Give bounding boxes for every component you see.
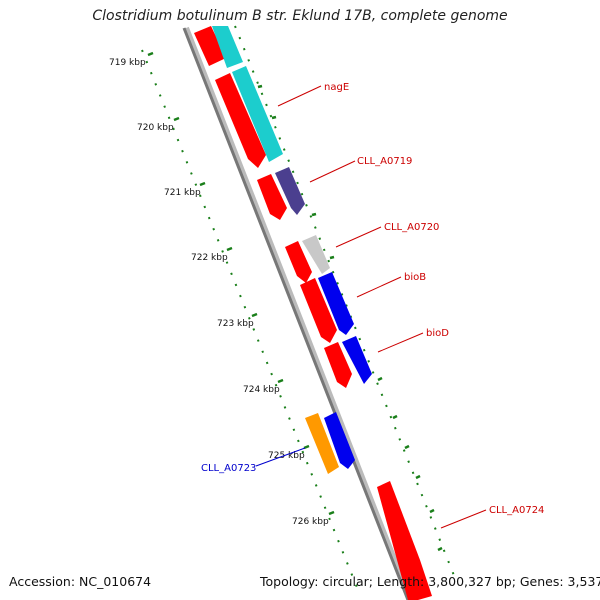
gene-label-nagE[interactable]: nagE (324, 82, 349, 93)
outer-track-dashes (257, 84, 443, 552)
tick-label-719: 719 kbp (109, 58, 146, 68)
inner-feature-track (305, 412, 355, 474)
accession-text: Accession: NC_010674 (9, 574, 152, 589)
tick-label-721: 721 kbp (164, 188, 201, 198)
tick-label-722: 722 kbp (191, 253, 228, 263)
leader-CLL_A0723 (255, 447, 306, 467)
leader-CLL_A0720 (335, 226, 382, 248)
leader-nagE (277, 85, 322, 107)
gene-label-CLL_A0720[interactable]: CLL_A0720 (384, 222, 439, 233)
cds-arrow[interactable] (194, 26, 226, 66)
gene-label-bioB[interactable]: bioB (404, 272, 426, 283)
tick-label-724: 724 kbp (243, 385, 280, 395)
gene-label-bioD[interactable]: bioD (426, 328, 449, 339)
cds-arrow[interactable] (285, 241, 312, 283)
genome-title: Clostridium botulinum B str. Eklund 17B,… (92, 8, 508, 24)
tick-label-726: 726 kbp (292, 517, 329, 527)
feature-blue-2[interactable] (342, 336, 372, 384)
feature-blue-1[interactable] (318, 272, 354, 335)
backbone-line (182, 27, 410, 600)
tick-label-720: 720 kbp (137, 123, 174, 133)
outer-dotted-track (234, 25, 456, 579)
cds-arrow[interactable] (257, 174, 287, 220)
feature-blue-3[interactable] (324, 412, 355, 469)
gene-label-CLL_A0723[interactable]: CLL_A0723 (201, 463, 256, 474)
leader-bioD (377, 332, 424, 353)
cds-arrow[interactable] (300, 278, 337, 343)
tick-label-725: 725 kbp (268, 451, 305, 461)
topology-text: Topology: circular; Length: 3,800,327 bp… (260, 574, 600, 589)
cds-arrow[interactable] (215, 73, 266, 168)
tick-label-723: 723 kbp (217, 319, 254, 329)
cds-arrow[interactable] (324, 342, 352, 388)
cds-arrow[interactable] (377, 481, 432, 600)
feature-orange[interactable] (305, 413, 339, 474)
feature-teal-2[interactable] (232, 66, 283, 162)
gene-label-CLL_A0719[interactable]: CLL_A0719 (357, 156, 412, 167)
feature-track (212, 26, 372, 384)
cds-track (194, 26, 432, 600)
feature-purple[interactable] (275, 167, 305, 215)
leader-CLL_A0719 (309, 160, 356, 183)
feature-teal-1[interactable] (212, 26, 243, 68)
inner-dotted-track (141, 49, 359, 591)
gene-label-CLL_A0724[interactable]: CLL_A0724 (489, 505, 544, 516)
leader-bioB (356, 276, 402, 298)
backbone-shadow (183, 26, 413, 600)
feature-grey[interactable] (302, 235, 330, 274)
leader-CLL_A0724 (440, 509, 487, 529)
